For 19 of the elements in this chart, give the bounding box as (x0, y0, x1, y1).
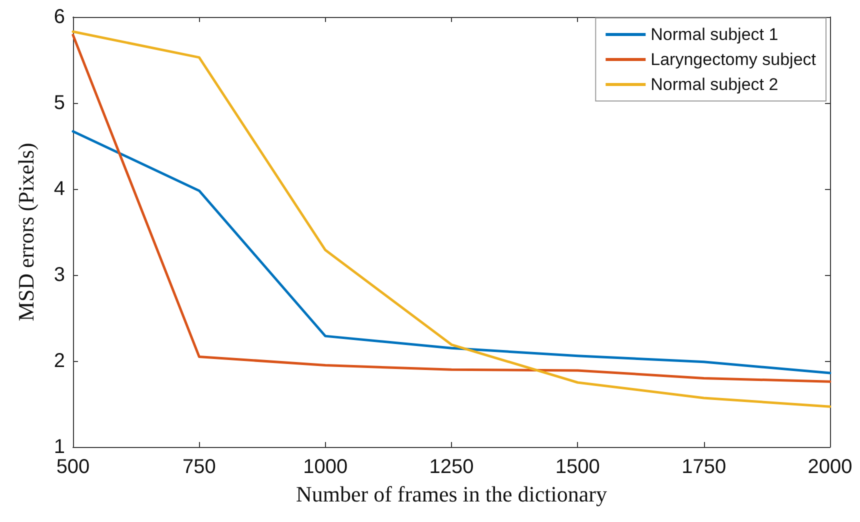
legend-label: Laryngectomy subject (650, 50, 816, 69)
x-tick-label: 750 (182, 456, 216, 478)
y-tick-label: 3 (54, 264, 65, 286)
y-tick-label: 1 (54, 436, 65, 458)
y-tick-label: 5 (54, 92, 65, 114)
y-tick-label: 2 (54, 350, 65, 372)
x-tick-label: 1750 (682, 456, 726, 478)
legend-label: Normal subject 2 (650, 75, 778, 94)
legend-label: Normal subject 1 (650, 25, 778, 44)
x-axis-title: Number of frames in the dictionary (296, 482, 607, 506)
y-axis-title: MSD errors (Pixels) (14, 142, 38, 322)
x-tick-label: 1500 (555, 456, 600, 478)
y-tick-label: 6 (54, 6, 65, 28)
x-tick-label: 1250 (429, 456, 474, 478)
y-tick-label: 4 (54, 178, 65, 200)
x-tick-label: 500 (56, 456, 90, 478)
line-series (72, 130, 832, 374)
x-tick-label: 2000 (808, 456, 852, 478)
x-tick-label: 1000 (303, 456, 348, 478)
